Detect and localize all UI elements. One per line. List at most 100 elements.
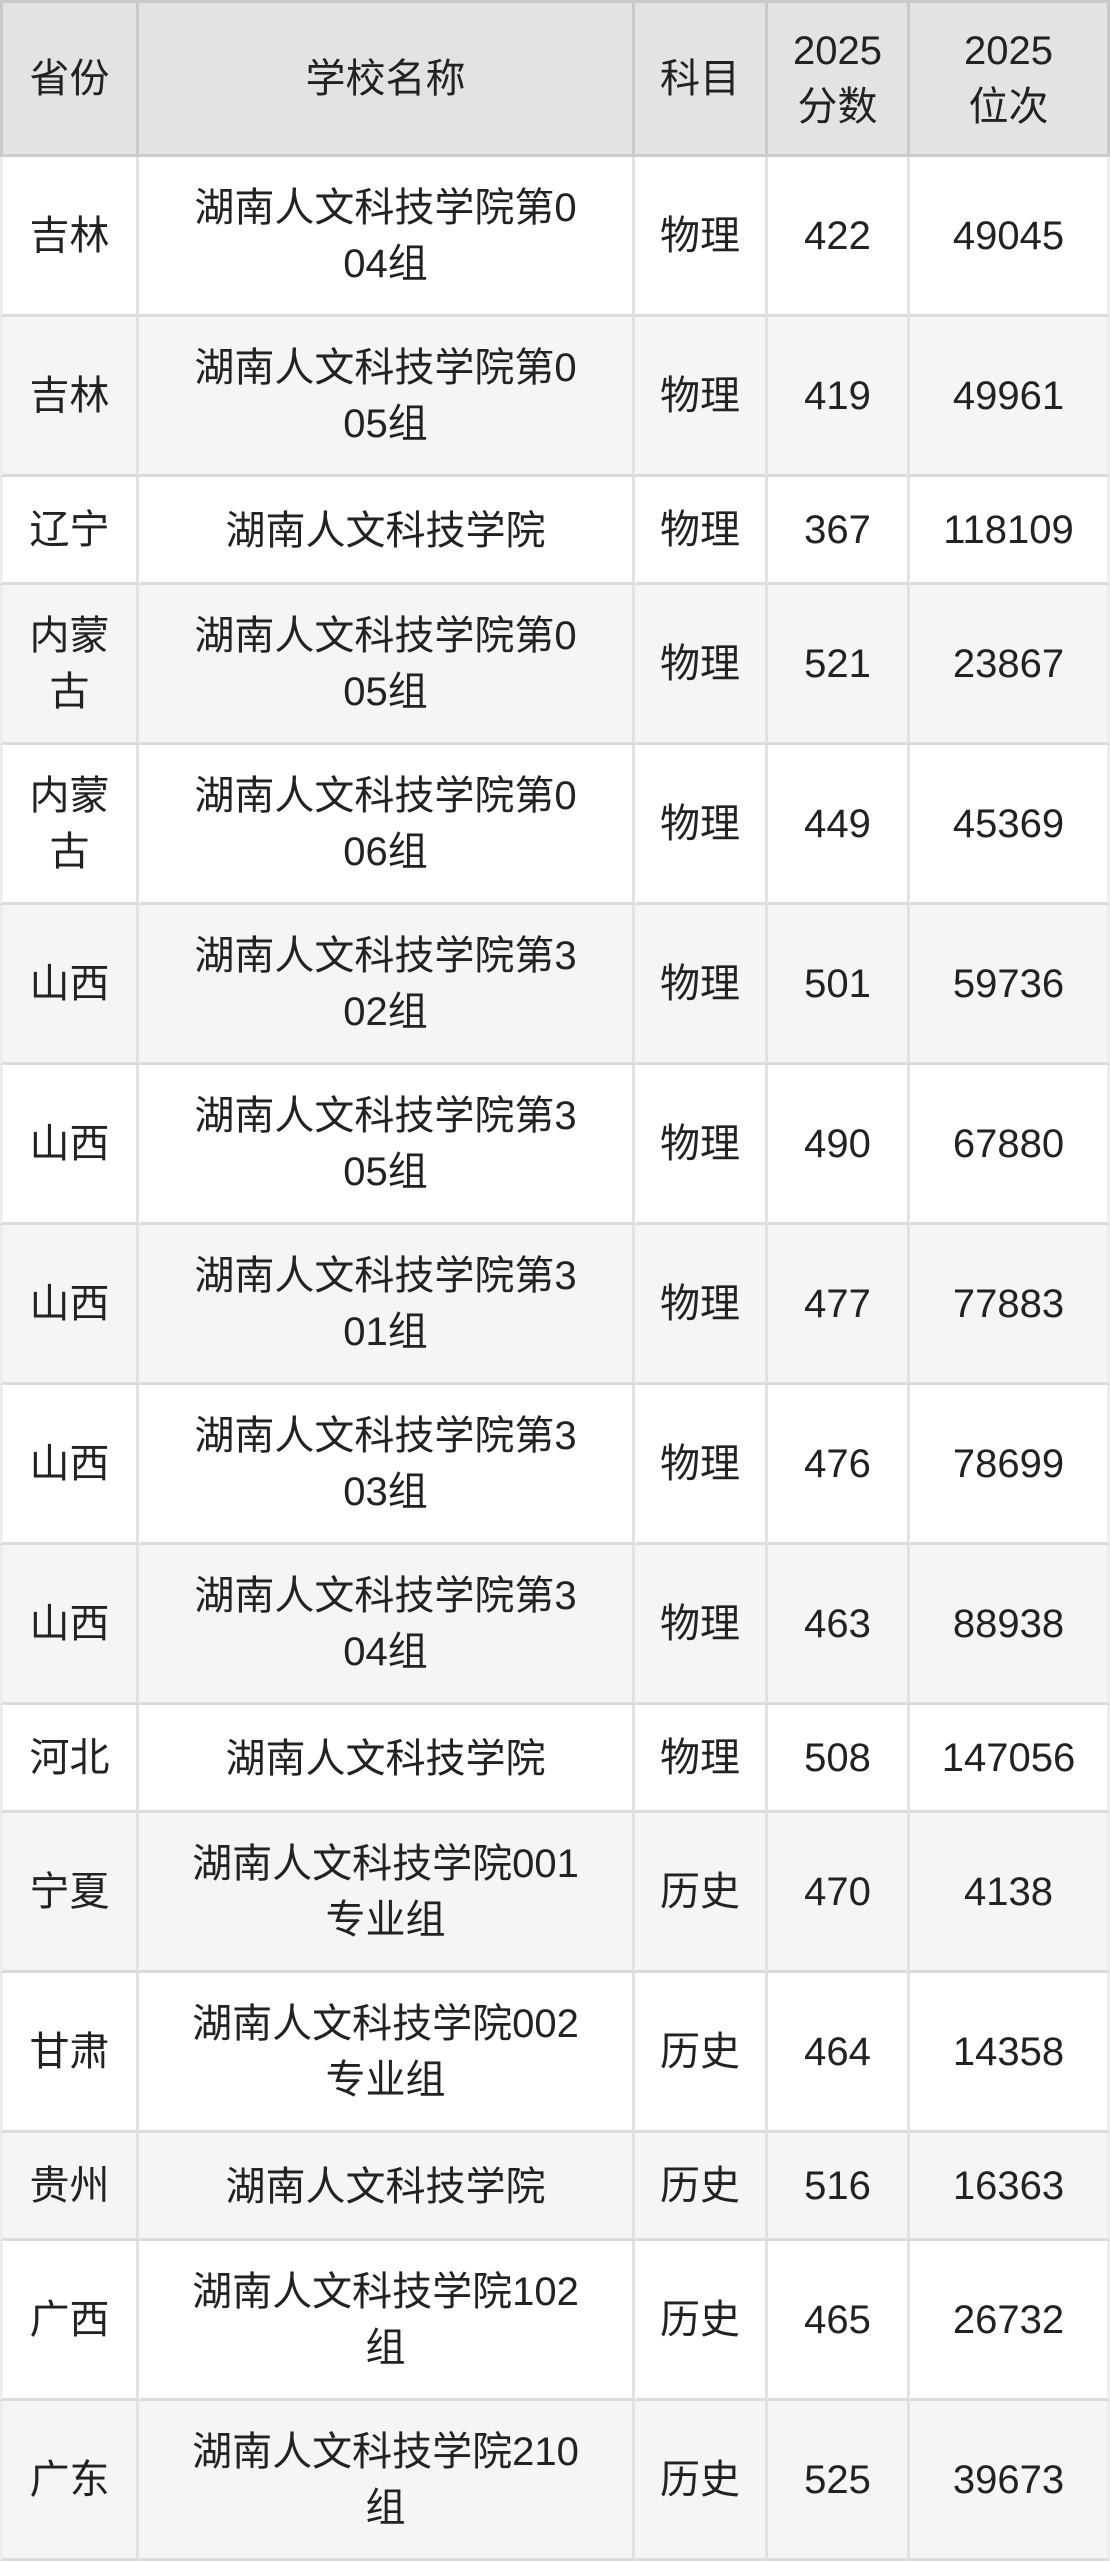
cell-rank-2025: 77883 xyxy=(910,1225,1110,1385)
school-name-text: 湖南人文科技学院第302组 xyxy=(194,933,577,1034)
cell-school-name: 湖南人文科技学院001专业组 xyxy=(139,1813,635,1973)
cell-province: 山西 xyxy=(0,1545,139,1705)
cell-score-2025: 501 xyxy=(768,905,910,1065)
cell-school-name: 湖南人文科技学院102组 xyxy=(139,2241,635,2401)
school-name-text: 湖南人文科技学院第305组 xyxy=(194,1093,577,1194)
table-row: 吉林 湖南人文科技学院第004组 物理 422 49045 xyxy=(0,157,1110,317)
cell-subject: 物理 xyxy=(635,905,768,1065)
school-name-text: 湖南人文科技学院第006组 xyxy=(194,773,577,874)
cell-school-name: 湖南人文科技学院 xyxy=(139,477,635,585)
cell-score-2025: 449 xyxy=(768,745,910,905)
cell-subject: 物理 xyxy=(635,1705,768,1813)
cell-score-2025: 422 xyxy=(768,157,910,317)
cell-subject: 物理 xyxy=(635,745,768,905)
school-name-text: 湖南人文科技学院 xyxy=(225,508,546,553)
cell-score-2025: 463 xyxy=(768,1545,910,1705)
cell-rank-2025: 16363 xyxy=(910,2133,1110,2241)
cell-score-2025: 477 xyxy=(768,1225,910,1385)
table-row: 宁夏 湖南人文科技学院001专业组 历史 470 4138 xyxy=(0,1813,1110,1973)
cell-score-2025: 476 xyxy=(768,1385,910,1545)
header-row: 省份 学校名称 科目 2025 分数 2025 位次 xyxy=(0,0,1110,157)
cell-school-name: 湖南人文科技学院第006组 xyxy=(139,745,635,905)
cell-score-2025: 521 xyxy=(768,585,910,745)
cell-province: 山西 xyxy=(0,1065,139,1225)
column-header-subject: 科目 xyxy=(635,0,768,157)
cell-rank-2025: 39673 xyxy=(910,2401,1110,2561)
cell-province: 宁夏 xyxy=(0,1813,139,1973)
cell-subject: 历史 xyxy=(635,1973,768,2133)
cell-subject: 历史 xyxy=(635,1813,768,1973)
cell-school-name: 湖南人文科技学院第301组 xyxy=(139,1225,635,1385)
table-row: 广东 湖南人文科技学院210组 历史 525 39673 xyxy=(0,2401,1110,2561)
cell-subject: 物理 xyxy=(635,585,768,745)
cell-score-2025: 525 xyxy=(768,2401,910,2561)
school-name-text: 湖南人文科技学院第005组 xyxy=(194,613,577,714)
cell-province: 贵州 xyxy=(0,2133,139,2241)
cell-subject: 物理 xyxy=(635,1065,768,1225)
cell-score-2025: 367 xyxy=(768,477,910,585)
cell-subject: 历史 xyxy=(635,2241,768,2401)
cell-rank-2025: 147056 xyxy=(910,1705,1110,1813)
cell-province: 甘肃 xyxy=(0,1973,139,2133)
school-name-text: 湖南人文科技学院第304组 xyxy=(194,1573,577,1674)
table-row: 山西 湖南人文科技学院第301组 物理 477 77883 xyxy=(0,1225,1110,1385)
cell-school-name: 湖南人文科技学院 xyxy=(139,1705,635,1813)
cell-rank-2025: 14358 xyxy=(910,1973,1110,2133)
table-row: 内蒙古 湖南人文科技学院第005组 物理 521 23867 xyxy=(0,585,1110,745)
school-name-text: 湖南人文科技学院210组 xyxy=(192,2429,579,2530)
cell-subject: 物理 xyxy=(635,1385,768,1545)
column-header-province: 省份 xyxy=(0,0,139,157)
cell-province: 内蒙古 xyxy=(0,585,139,745)
cell-score-2025: 470 xyxy=(768,1813,910,1973)
cell-province: 山西 xyxy=(0,1385,139,1545)
cell-subject: 历史 xyxy=(635,2133,768,2241)
cell-school-name: 湖南人文科技学院第302组 xyxy=(139,905,635,1065)
cell-school-name: 湖南人文科技学院002专业组 xyxy=(139,1973,635,2133)
table-header: 省份 学校名称 科目 2025 分数 2025 位次 xyxy=(0,0,1110,157)
cell-province: 河北 xyxy=(0,1705,139,1813)
cell-school-name: 湖南人文科技学院 xyxy=(139,2133,635,2241)
cell-rank-2025: 4138 xyxy=(910,1813,1110,1973)
cell-score-2025: 516 xyxy=(768,2133,910,2241)
table-body: 吉林 湖南人文科技学院第004组 物理 422 49045 吉林 湖南人文科技学… xyxy=(0,157,1110,2561)
cell-rank-2025: 26732 xyxy=(910,2241,1110,2401)
cell-school-name: 湖南人文科技学院第005组 xyxy=(139,317,635,477)
cell-score-2025: 419 xyxy=(768,317,910,477)
school-name-text: 湖南人文科技学院第303组 xyxy=(194,1413,577,1514)
cell-subject: 物理 xyxy=(635,1225,768,1385)
school-name-text: 湖南人文科技学院002专业组 xyxy=(192,2001,579,2102)
cell-rank-2025: 88938 xyxy=(910,1545,1110,1705)
cell-score-2025: 490 xyxy=(768,1065,910,1225)
cell-subject: 物理 xyxy=(635,477,768,585)
cell-school-name: 湖南人文科技学院210组 xyxy=(139,2401,635,2561)
school-name-text: 湖南人文科技学院001专业组 xyxy=(192,1841,579,1942)
school-name-text: 湖南人文科技学院第004组 xyxy=(194,185,577,286)
cell-rank-2025: 67880 xyxy=(910,1065,1110,1225)
cell-subject: 物理 xyxy=(635,157,768,317)
school-name-text: 湖南人文科技学院 xyxy=(225,1736,546,1781)
cell-score-2025: 508 xyxy=(768,1705,910,1813)
cell-school-name: 湖南人文科技学院第005组 xyxy=(139,585,635,745)
table-row: 河北 湖南人文科技学院 物理 508 147056 xyxy=(0,1705,1110,1813)
cell-rank-2025: 49961 xyxy=(910,317,1110,477)
school-name-text: 湖南人文科技学院 xyxy=(225,2164,546,2209)
table-row: 甘肃 湖南人文科技学院002专业组 历史 464 14358 xyxy=(0,1973,1110,2133)
cell-subject: 历史 xyxy=(635,2401,768,2561)
cell-rank-2025: 49045 xyxy=(910,157,1110,317)
cell-province: 辽宁 xyxy=(0,477,139,585)
cell-province: 山西 xyxy=(0,1225,139,1385)
column-header-school-name: 学校名称 xyxy=(139,0,635,157)
column-header-score-2025: 2025 分数 xyxy=(768,0,910,157)
cell-school-name: 湖南人文科技学院第303组 xyxy=(139,1385,635,1545)
cell-province: 吉林 xyxy=(0,157,139,317)
cell-subject: 物理 xyxy=(635,1545,768,1705)
table-row: 山西 湖南人文科技学院第304组 物理 463 88938 xyxy=(0,1545,1110,1705)
cell-score-2025: 465 xyxy=(768,2241,910,2401)
cell-province: 广东 xyxy=(0,2401,139,2561)
table-row: 广西 湖南人文科技学院102组 历史 465 26732 xyxy=(0,2241,1110,2401)
cell-rank-2025: 118109 xyxy=(910,477,1110,585)
cell-school-name: 湖南人文科技学院第304组 xyxy=(139,1545,635,1705)
table-row: 山西 湖南人文科技学院第302组 物理 501 59736 xyxy=(0,905,1110,1065)
